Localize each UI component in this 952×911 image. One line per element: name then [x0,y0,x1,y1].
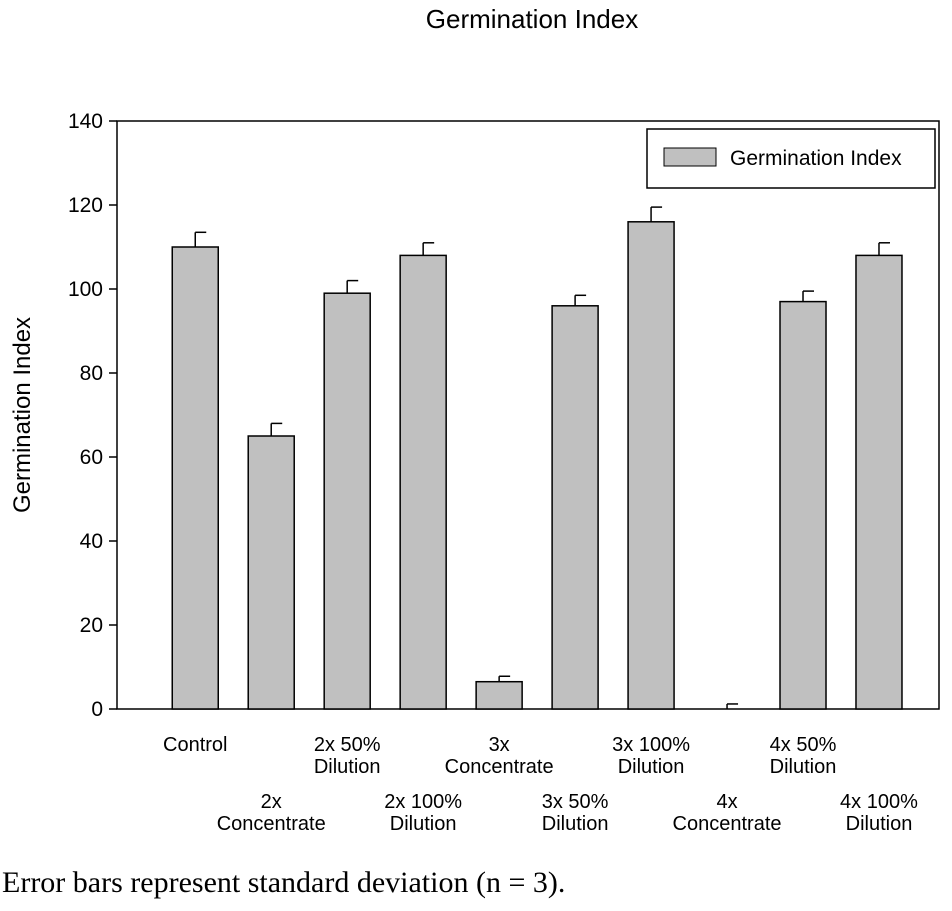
y-tick-label: 60 [80,446,103,469]
x-tick-label: 2x 100% [384,791,462,813]
x-tick-label: 3x 100% [612,734,690,756]
x-tick-label: Control [163,734,227,756]
bars-group [171,206,903,710]
x-tick-label: Dilution [770,756,837,778]
x-tick-label: Dilution [846,813,913,835]
plot-frame [116,120,940,710]
x-tick-label: Dilution [542,813,609,835]
x-tick-label: 2x [261,791,282,813]
bar [475,680,523,710]
bar-chart: Germination Index Germination Index 0 20 4… [9,4,940,835]
y-tick-label: 0 [91,698,103,721]
y-tick-label: 20 [80,614,103,637]
bar [323,292,371,710]
x-tick-label: 4x 100% [840,791,918,813]
bar [779,300,827,710]
x-tick-label: 3x 50% [542,791,609,813]
bar [551,305,599,710]
legend: Germination Index [646,128,936,189]
x-tick-label: 4x 50% [770,734,837,756]
y-axis-ticks: 0 20 40 60 80 100 120 140 [68,110,117,721]
bar [247,435,295,710]
x-tick-label: Concentrate [445,756,554,778]
y-tick-label: 100 [68,278,103,301]
x-tick-label: Concentrate [673,813,782,835]
bar [171,246,219,710]
y-tick-label: 80 [80,362,103,385]
y-tick-label: 40 [80,530,103,553]
x-tick-label: 2x 50% [314,734,381,756]
x-tick-label: 4x [716,791,737,813]
y-tick-label: 140 [68,110,103,133]
bar [855,254,903,710]
chart-title: Germination Index [426,4,638,34]
legend-swatch [663,147,717,167]
y-tick-label: 120 [68,194,103,217]
x-tick-label: Concentrate [217,813,326,835]
figure-caption: Error bars represent standard deviation … [2,866,566,899]
x-tick-label: 3x [489,734,510,756]
x-tick-label: Dilution [390,813,457,835]
legend-label: Germination Index [730,147,902,170]
bar [627,221,675,710]
y-axis-label: Germination Index [9,317,36,513]
bar [399,254,447,710]
x-tick-label: Dilution [314,756,381,778]
x-tick-label: Dilution [618,756,685,778]
